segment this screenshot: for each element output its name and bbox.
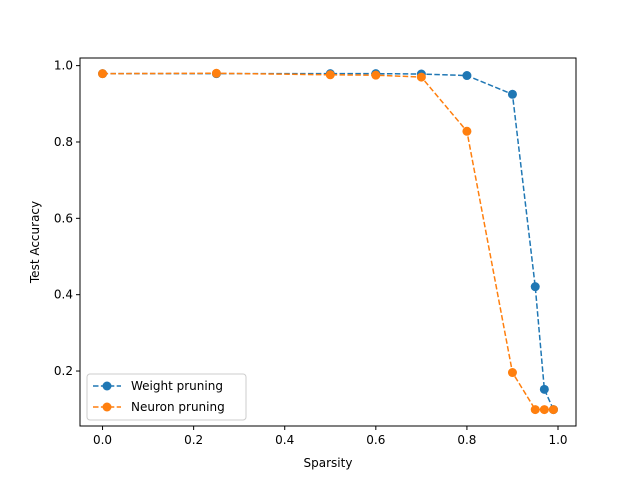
series-line-neuron-pruning [102, 72, 554, 411]
data-point-neuron-pruning [211, 68, 221, 78]
plot-frame [79, 57, 577, 427]
data-point-weight-pruning [539, 384, 549, 394]
data-point-neuron-pruning [416, 72, 426, 82]
series-neuron-pruning [98, 68, 558, 415]
x-tick-label: 0.4 [275, 433, 294, 447]
legend-marker-neuron-pruning [102, 402, 112, 412]
x-tick-label: 0.0 [93, 433, 112, 447]
y-tick-label: 0.2 [54, 364, 73, 378]
series-line-weight-pruning [102, 72, 555, 410]
series-layer [98, 68, 558, 415]
data-point-neuron-pruning [548, 405, 558, 415]
data-point-neuron-pruning [98, 69, 108, 79]
x-tick-label: 0.8 [457, 433, 476, 447]
data-point-weight-pruning [530, 282, 540, 292]
legend: Weight pruning Neuron pruning [86, 373, 247, 421]
legend-label-neuron-pruning: Neuron pruning [131, 400, 225, 414]
legend-label-weight-pruning: Weight pruning [131, 379, 223, 393]
data-point-neuron-pruning [325, 70, 335, 80]
data-point-neuron-pruning [507, 368, 517, 378]
series-weight-pruning [98, 69, 558, 415]
data-point-neuron-pruning [530, 405, 540, 415]
y-tick-label: 0.6 [54, 211, 73, 225]
data-point-neuron-pruning [371, 70, 381, 80]
x-axis: 0.0 0.2 0.4 0.6 0.8 1.0 [93, 426, 568, 447]
x-tick-label: 0.2 [184, 433, 203, 447]
legend-marker-weight-pruning [102, 381, 112, 391]
y-axis: 0.2 0.4 0.6 0.8 1.0 [54, 59, 80, 378]
y-tick-label: 1.0 [54, 59, 73, 73]
data-point-weight-pruning [462, 71, 472, 81]
y-tick-label: 0.8 [54, 135, 73, 149]
data-point-neuron-pruning [539, 405, 549, 415]
x-axis-label: Sparsity [304, 456, 353, 470]
legend-box [86, 373, 247, 421]
x-tick-label: 1.0 [548, 433, 567, 447]
data-point-weight-pruning [507, 89, 517, 99]
y-tick-label: 0.4 [54, 288, 73, 302]
y-axis-label: Test Accuracy [28, 201, 42, 284]
data-point-neuron-pruning [462, 126, 472, 136]
x-tick-label: 0.6 [366, 433, 385, 447]
